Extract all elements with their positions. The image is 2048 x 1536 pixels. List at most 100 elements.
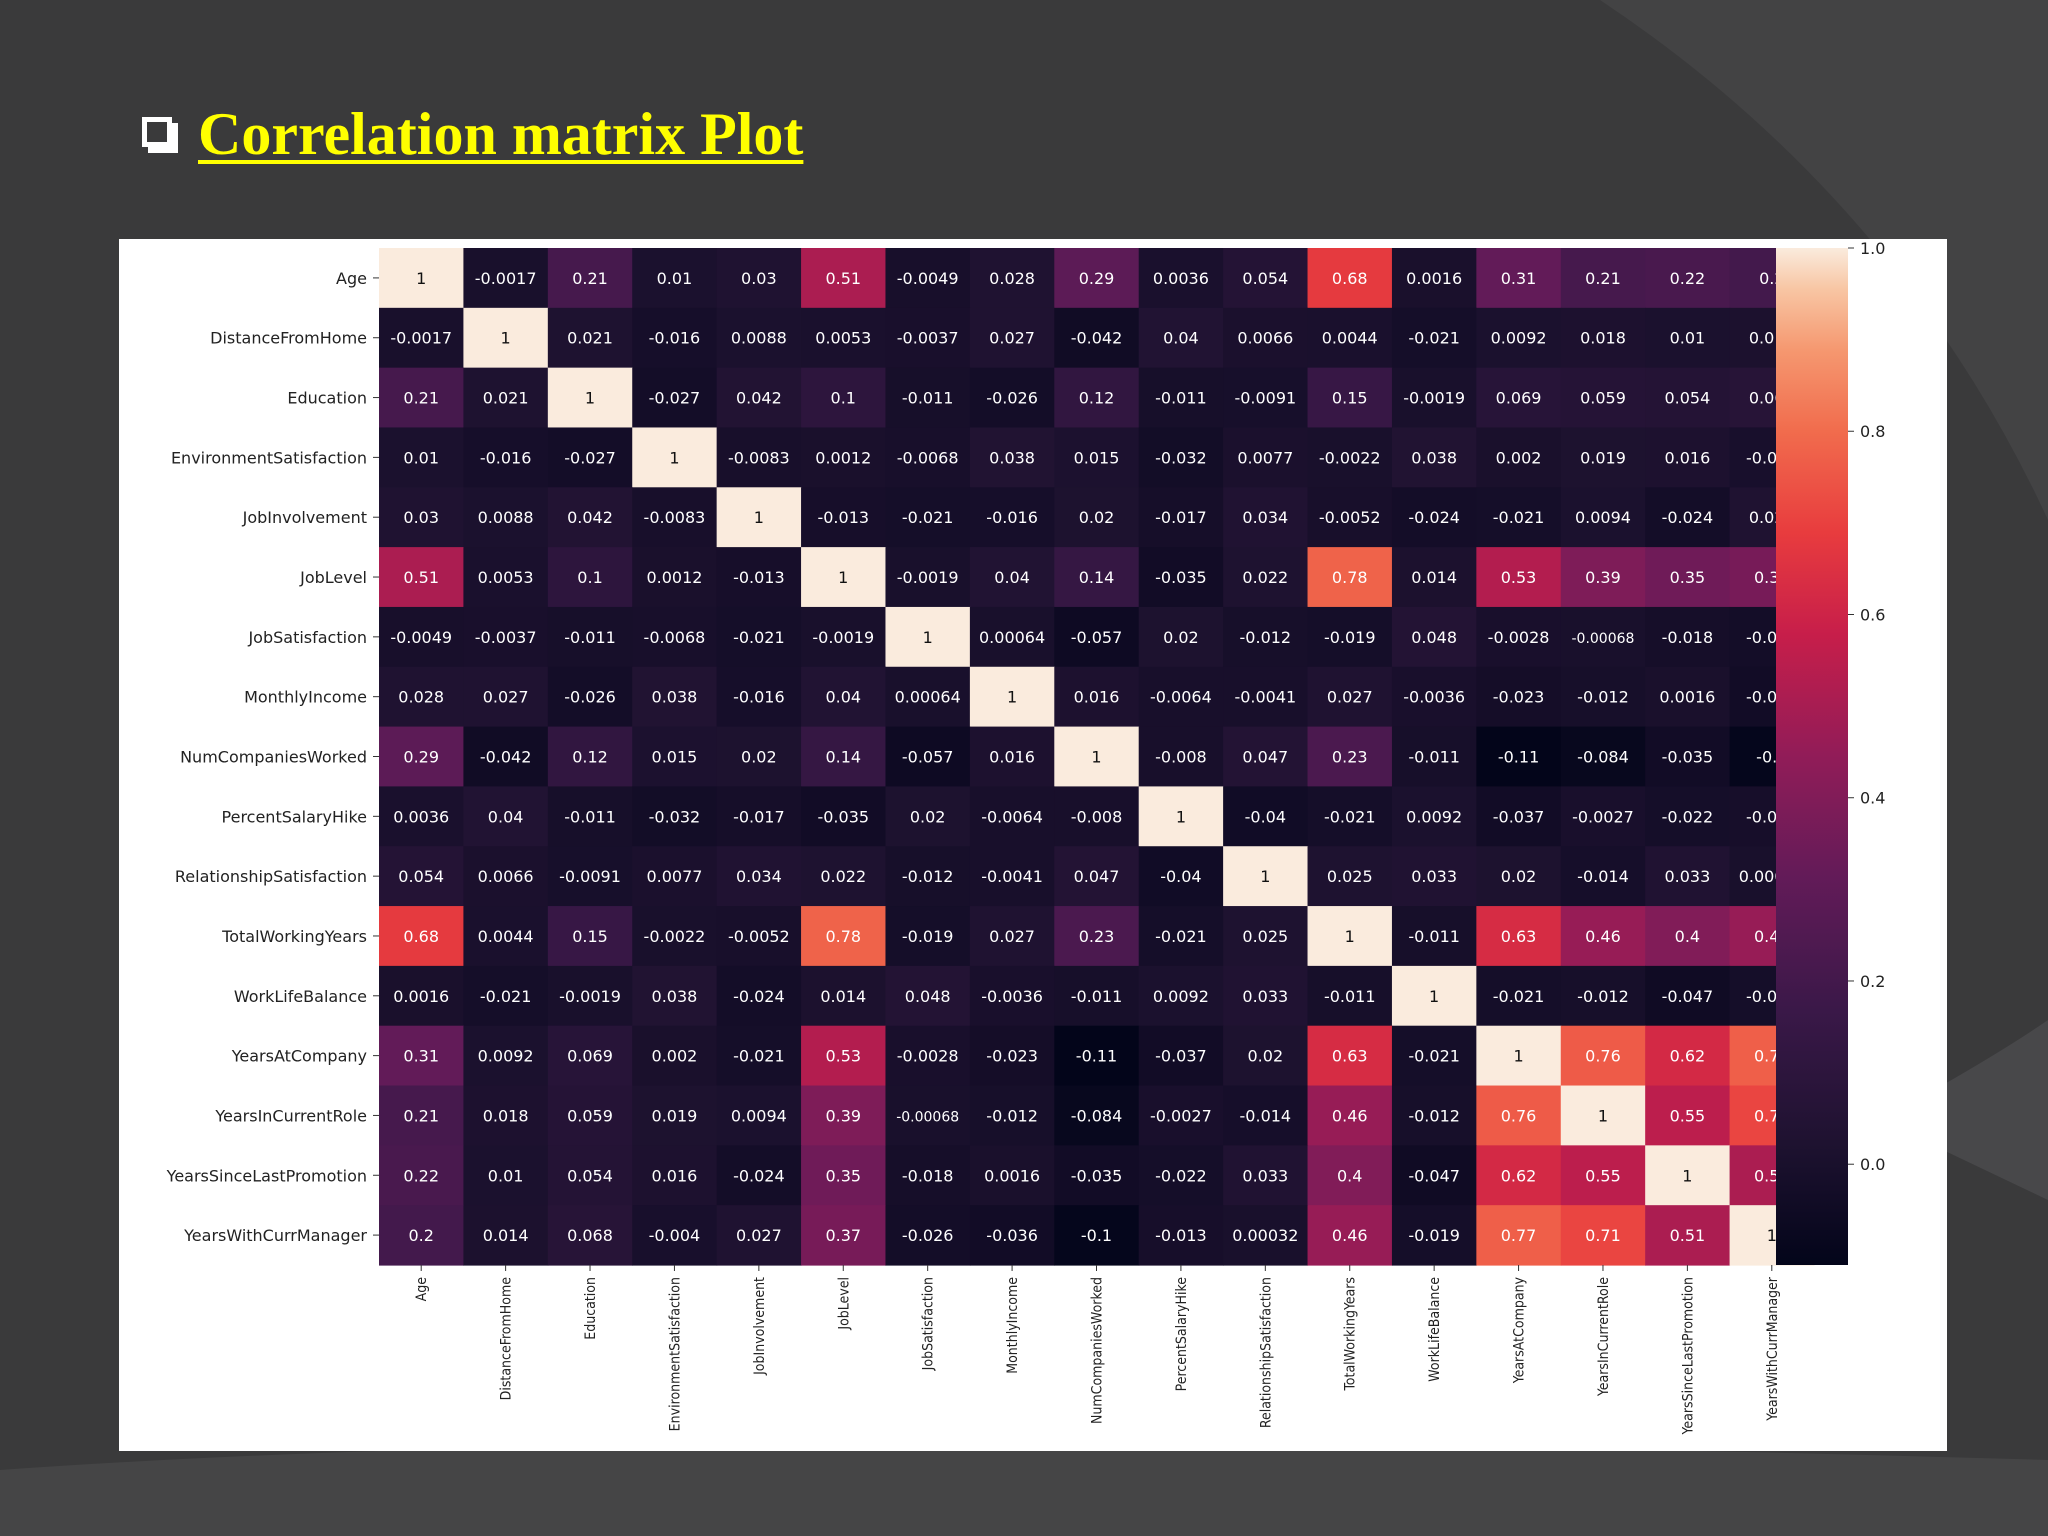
heatmap-cell [1138, 906, 1224, 967]
cell-annotation: -0.026 [564, 688, 616, 707]
heatmap-cell [1307, 307, 1393, 369]
heatmap-cell [379, 965, 465, 1027]
heatmap-cell [801, 846, 887, 907]
heatmap-cell [1391, 965, 1477, 1027]
heatmap-cell [1391, 846, 1477, 907]
heatmap-cell [716, 1145, 802, 1206]
cell-annotation: 0.0088 [478, 508, 534, 527]
heatmap-cell [1476, 1085, 1562, 1146]
cell-annotation: 0.054 [398, 867, 444, 886]
heatmap-cell [1645, 427, 1731, 488]
heatmap-cell [716, 547, 802, 608]
row-label: EnvironmentSatisfaction [171, 448, 367, 467]
heatmap-cell [547, 726, 633, 788]
cell-annotation: 0.022 [820, 867, 866, 886]
cell-annotation: -0.016 [480, 448, 532, 467]
heatmap-cell [801, 487, 887, 548]
heatmap-cell [801, 307, 887, 369]
cell-annotation: -0.013 [733, 568, 785, 587]
heatmap-cell [1645, 1145, 1731, 1206]
cell-annotation: 0.016 [1074, 688, 1120, 707]
cell-annotation: -0.0027 [1572, 807, 1634, 826]
heatmap-cell [716, 726, 802, 788]
cell-annotation: 0.0066 [478, 867, 534, 886]
heatmap-cell [1054, 367, 1140, 429]
cell-annotation: 0.02 [1079, 508, 1115, 527]
cell-annotation: 0.03 [403, 508, 439, 527]
cell-annotation: 0.0092 [1153, 987, 1209, 1006]
cell-annotation: -0.0017 [390, 329, 452, 348]
heatmap-cell [379, 666, 465, 728]
colorbar-tick-label: 0.6 [1860, 605, 1885, 624]
cell-annotation: -0.014 [1577, 867, 1629, 886]
cell-annotation: 1 [585, 389, 595, 408]
heatmap-cell [1223, 786, 1309, 847]
cell-annotation: 0.048 [1411, 628, 1457, 647]
cell-annotation: 0.034 [736, 867, 782, 886]
heatmap-cell [632, 1205, 718, 1266]
cell-annotation: -0.0049 [897, 269, 959, 288]
heatmap-cell [463, 965, 549, 1027]
heatmap-cell [969, 248, 1055, 309]
colorbar-tick-label: 0.0 [1860, 1155, 1885, 1174]
heatmap-cell [463, 307, 549, 369]
heatmap-cell [1391, 606, 1477, 668]
cell-annotation: -0.011 [1324, 987, 1376, 1006]
heatmap-cell [1476, 307, 1562, 369]
heatmap-cell [1138, 846, 1224, 907]
cell-annotation: 0.033 [1411, 867, 1457, 886]
cell-annotation: 0.21 [572, 269, 608, 288]
heatmap-cell [1223, 606, 1309, 668]
cell-annotation: 1 [923, 628, 933, 647]
cell-annotation: -0.0028 [897, 1047, 959, 1066]
cell-annotation: 0.042 [736, 389, 782, 408]
cell-annotation: -0.0091 [559, 867, 621, 886]
cell-annotation: 0.51 [403, 568, 439, 587]
cell-annotation: -0.013 [1155, 1226, 1207, 1245]
cell-annotation: 0.059 [1580, 389, 1626, 408]
heatmap-cell [801, 606, 887, 668]
heatmap-cell [716, 606, 802, 668]
cell-annotation: -0.017 [733, 807, 785, 826]
cell-annotation: -0.022 [1155, 1166, 1207, 1185]
cell-annotation: 0.019 [652, 1106, 698, 1125]
heatmap-cell [1138, 726, 1224, 788]
cell-annotation: -0.0019 [812, 628, 874, 647]
cell-annotation: 0.027 [483, 688, 529, 707]
heatmap-cell [379, 726, 465, 788]
heatmap-cell [1054, 307, 1140, 369]
heatmap-cell [379, 367, 465, 429]
heatmap-cell [547, 1205, 633, 1266]
cell-annotation: -0.0068 [897, 448, 959, 467]
column-label: Age [414, 1277, 430, 1302]
heatmap-cell [1476, 666, 1562, 728]
heatmap-cell [885, 666, 971, 728]
heatmap-cell [1476, 367, 1562, 429]
heatmap-cell [1391, 248, 1477, 309]
heatmap-cell [1307, 487, 1393, 548]
heatmap-cell [463, 248, 549, 309]
heatmap-cell [632, 786, 718, 847]
cell-annotation: 0.02 [1163, 628, 1199, 647]
heatmap-cell [379, 1025, 465, 1087]
heatmap-cell [1560, 726, 1646, 788]
heatmap-cell [1138, 1025, 1224, 1087]
cell-annotation: -0.027 [649, 389, 701, 408]
cell-annotation: 0.78 [825, 927, 861, 946]
cell-annotation: -0.036 [986, 1226, 1038, 1245]
cell-annotation: -0.047 [1662, 987, 1714, 1006]
cell-annotation: -0.084 [1577, 748, 1629, 767]
heatmap-cell [632, 965, 718, 1027]
heatmap-cell [1223, 666, 1309, 728]
heatmap-cell [1560, 1145, 1646, 1206]
cell-annotation: 0.22 [1670, 269, 1706, 288]
cell-annotation: 0.0053 [815, 329, 871, 348]
heatmap-cell [716, 846, 802, 907]
heatmap-cell [969, 1205, 1055, 1266]
heatmap-cell [379, 248, 465, 309]
cell-annotation: 0.22 [403, 1166, 439, 1185]
cell-annotation: 0.0044 [478, 927, 534, 946]
heatmap-cell [801, 1145, 887, 1206]
cell-annotation: 1 [669, 448, 679, 467]
